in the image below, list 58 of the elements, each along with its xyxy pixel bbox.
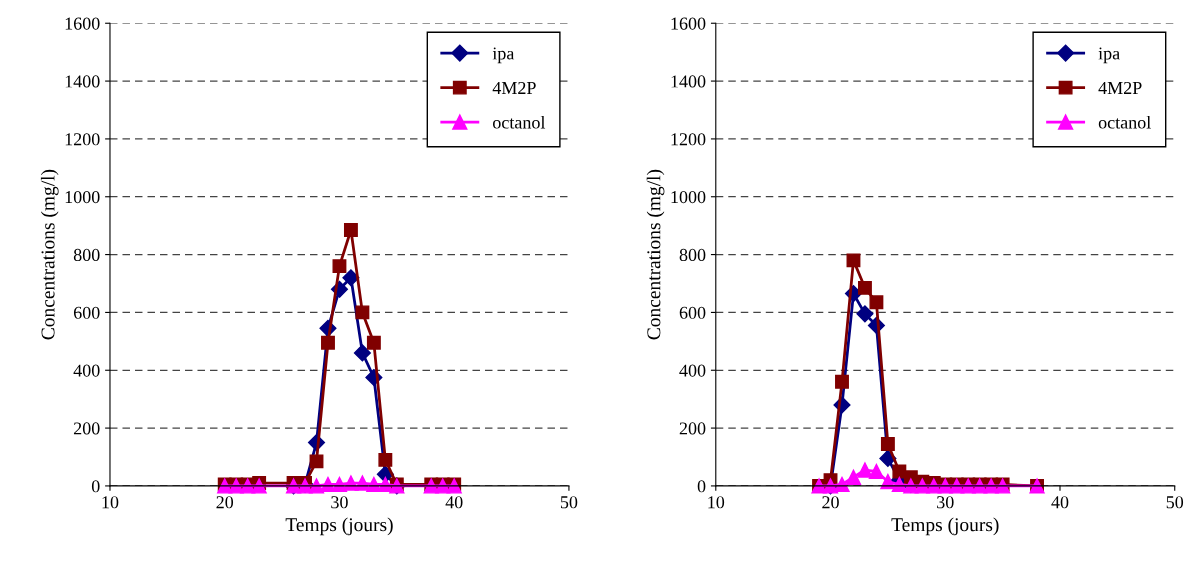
point bbox=[869, 295, 884, 310]
x-axis-title: Temps (jours) bbox=[285, 517, 393, 536]
point bbox=[343, 223, 358, 237]
point bbox=[868, 463, 885, 480]
y-tick-label: 400 bbox=[73, 364, 100, 377]
y-tick-label: 200 bbox=[73, 422, 100, 435]
point bbox=[308, 478, 325, 494]
point bbox=[835, 374, 849, 389]
point bbox=[856, 305, 874, 323]
y-tick-label: 1400 bbox=[65, 75, 100, 88]
point bbox=[342, 269, 360, 287]
x-tick-label: 30 bbox=[331, 496, 348, 509]
point bbox=[353, 344, 371, 362]
x-tick-label: 30 bbox=[937, 496, 954, 509]
y-axis-title: Concentrations (mg/l) bbox=[40, 169, 59, 340]
legend-label: 4M2P bbox=[1098, 81, 1142, 94]
x-tick-label: 50 bbox=[560, 496, 578, 509]
y-tick-label: 600 bbox=[73, 306, 100, 319]
point bbox=[846, 253, 861, 268]
x-tick-label: 10 bbox=[708, 496, 725, 509]
point bbox=[251, 478, 267, 494]
point bbox=[845, 469, 862, 485]
point bbox=[857, 280, 872, 295]
x-axis-title: Temps (jours) bbox=[891, 517, 999, 536]
y-tick-label: 600 bbox=[679, 306, 706, 319]
y-tick-label: 0 bbox=[697, 480, 706, 493]
y-tick-label: 800 bbox=[73, 248, 100, 262]
y-tick-label: 1000 bbox=[671, 191, 706, 204]
y-tick-label: 800 bbox=[679, 248, 706, 262]
y-tick-label: 1600 bbox=[65, 17, 100, 30]
x-tick-label: 20 bbox=[822, 496, 839, 509]
legend-label: octanol bbox=[1098, 115, 1151, 129]
y-tick-label: 1200 bbox=[671, 133, 706, 146]
point bbox=[378, 452, 393, 467]
legend-label: 4M2P bbox=[492, 81, 536, 94]
y-tick-label: 400 bbox=[679, 364, 706, 377]
x-tick-label: 40 bbox=[1051, 496, 1069, 509]
point bbox=[321, 335, 335, 350]
y-tick-label: 200 bbox=[679, 422, 706, 435]
x-tick-label: 40 bbox=[445, 496, 463, 509]
point bbox=[366, 335, 381, 350]
y-tick-label: 1400 bbox=[671, 75, 706, 88]
x-tick-label: 10 bbox=[102, 496, 119, 509]
x-tick-label: 50 bbox=[1166, 496, 1184, 509]
x-tick-label: 20 bbox=[216, 496, 234, 509]
point bbox=[857, 462, 873, 478]
legend-label: ipa bbox=[1098, 47, 1120, 64]
point bbox=[880, 437, 895, 451]
point bbox=[309, 454, 324, 469]
point bbox=[355, 305, 370, 320]
legend-label: octanol bbox=[493, 115, 546, 129]
y-tick-label: 1200 bbox=[65, 133, 100, 146]
y-tick-label: 1000 bbox=[65, 191, 100, 204]
y-tick-label: 1600 bbox=[671, 17, 706, 30]
legend-label: ipa bbox=[492, 47, 515, 64]
point bbox=[332, 259, 347, 274]
y-axis-title: Concentrations (mg/l) bbox=[646, 169, 665, 340]
y-tick-label: 0 bbox=[91, 480, 100, 493]
